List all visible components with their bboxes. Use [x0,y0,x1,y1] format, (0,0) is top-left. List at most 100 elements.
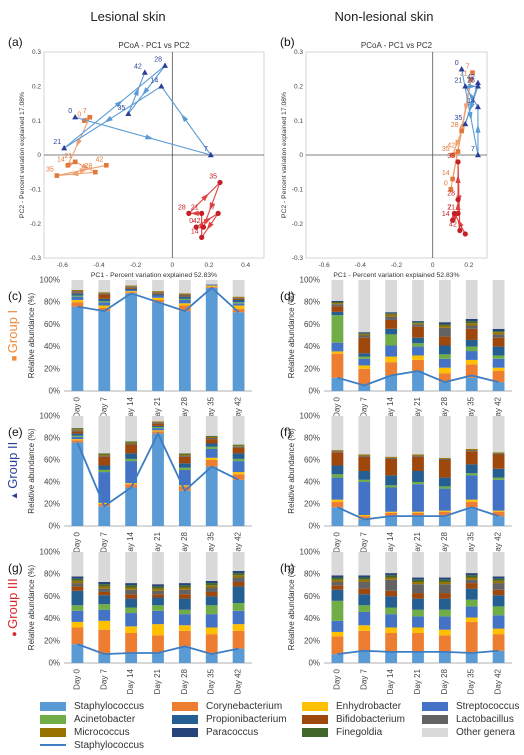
bar-segment-streptococcus [152,428,164,431]
point-group-II-day-7 [474,151,481,158]
legend-label: Corynebacterium [206,700,283,712]
bar-segment-finegoldia [331,577,344,580]
bar-segment-staphylococcus [465,507,478,526]
bar-segment-staphylococcus [492,516,505,526]
bar-segment-lactobacillus [438,458,451,460]
bar-segment-bifidobacterium [125,287,138,289]
x-axis-label: PC1 - Percent variation explained 52.83% [333,272,459,279]
bar-segment-bifidobacterium [438,460,451,478]
bar-segment-finegoldia [205,435,218,437]
bar-segment-lactobacillus [232,446,245,448]
point-label: 7 [448,204,452,211]
bar-segment-paracoccus [331,575,344,578]
legend-item-other-genera: Other genera [422,726,515,738]
bar-segment-lactobacillus [178,294,191,296]
bar-segment-micrococcus [331,303,344,305]
bar-segment-bifidobacterium [331,585,344,590]
bar-segment-micrococcus [178,454,191,456]
bar-segment-micrococcus [492,332,505,335]
legend-label: Other genera [456,726,515,738]
bar-segment-propionibacterium [492,346,505,356]
legend-swatch [422,727,448,737]
bar-segment-paracoccus [232,570,245,574]
point-group-III-day-0 [462,231,468,237]
x-tick-label: Day 28 [180,396,189,422]
y-axis-label: Relative abundance (%) [27,564,36,650]
bar-segment-staphylococcus [178,311,191,391]
bar-segment-acinetobacter [465,599,478,607]
x-tick-label: Day 28 [180,668,189,694]
x-tick-label: Day 42 [494,668,503,694]
y-tick-label: 0.2 [294,84,303,91]
panel-label: (a) [8,35,23,49]
bar-segment-staphylococcus [412,516,424,526]
bar-segment-streptococcus [232,461,245,473]
bar-segment-paracoccus [438,322,451,325]
bar-segment-bifidobacterium [152,423,164,426]
bar-segment-finegoldia [178,585,191,588]
bar-segment-propionibacterium [178,598,191,610]
bar-segment-bifidobacterium [71,292,84,294]
bar-segment-micrococcus [358,334,371,336]
y-tick-label: 80% [304,434,320,443]
bar-segment-corynebacterium [385,512,398,517]
bar-segment-staphylococcus [125,487,138,526]
bar-segment-streptococcus [152,610,164,625]
bar-segment-propionibacterium [71,293,84,296]
bar-segment-corynebacterium [331,636,344,655]
bar-segment-other-genera [152,552,164,585]
bar-segment-acinetobacter [152,427,164,429]
bar-segment-other-genera [465,416,478,449]
bar-segment-bifidobacterium [205,439,218,444]
bar-segment-enhydrobacter [412,511,424,513]
bar-segment-finegoldia [205,583,218,586]
legend-item-finegoldia: Finegoldia [302,726,382,738]
bar-segment-other-genera [438,416,451,458]
point-group-III-day-42 [200,224,207,230]
bar-segment-streptococcus [438,358,451,368]
bar-segment-staphylococcus [331,507,344,526]
y-tick-label: 100% [300,548,320,557]
y-tick-label: 100% [300,276,320,285]
bar-segment-lactobacillus [232,577,245,582]
x-tick-label: Day 35 [207,668,216,694]
y-tick-label: -0.3 [292,255,304,262]
bar-segment-micrococcus [331,579,344,582]
trajectory-arrow-group-II [160,86,212,156]
bar-segment-propionibacterium [98,465,111,470]
bar-segment-bifidobacterium [465,583,478,589]
bar-segment-other-genera [232,552,245,571]
bar-segment-paracoccus [205,580,218,584]
bar-segment-acinetobacter [358,356,371,359]
bar-segment-bifidobacterium [358,337,371,354]
point-label: 35 [46,167,54,174]
group-text: Group II [5,442,20,489]
x-tick-label: Day 28 [180,531,189,557]
bar-segment-corynebacterium [232,308,245,313]
bar-segment-acinetobacter [412,482,424,485]
bar-segment-other-genera [152,280,164,292]
bar-segment-paracoccus [412,577,424,580]
bar-segment-corynebacterium [232,474,245,480]
bar-segment-lactobacillus [358,455,371,457]
legend-swatch [302,701,328,711]
x-tick-label: Day 14 [126,531,135,557]
bar-segment-micrococcus [412,454,424,456]
legend-item-enhydrobacter: Enhydrobacter [302,700,401,712]
legend-label: Micrococcus [74,726,130,738]
bar-segment-streptococcus [205,284,218,286]
bar-segment-staphylococcus [412,651,424,663]
point-group-III-day-35 [217,179,223,186]
bar-segment-lactobacillus [385,316,398,320]
bar-segment-finegoldia [331,301,344,304]
bar-segment-enhydrobacter [465,359,478,365]
bar-segment-lactobacillus [98,455,111,457]
point-label: 28 [178,204,186,211]
bar-segment-corynebacterium [331,501,344,508]
point-group-II-day-28 [162,62,168,68]
bar-segment-other-genera [465,280,478,319]
bar-segment-propionibacterium [71,590,84,606]
bar-segment-corynebacterium [438,373,451,383]
point-label: 28 [154,57,162,64]
bar-segment-micrococcus [98,292,111,294]
